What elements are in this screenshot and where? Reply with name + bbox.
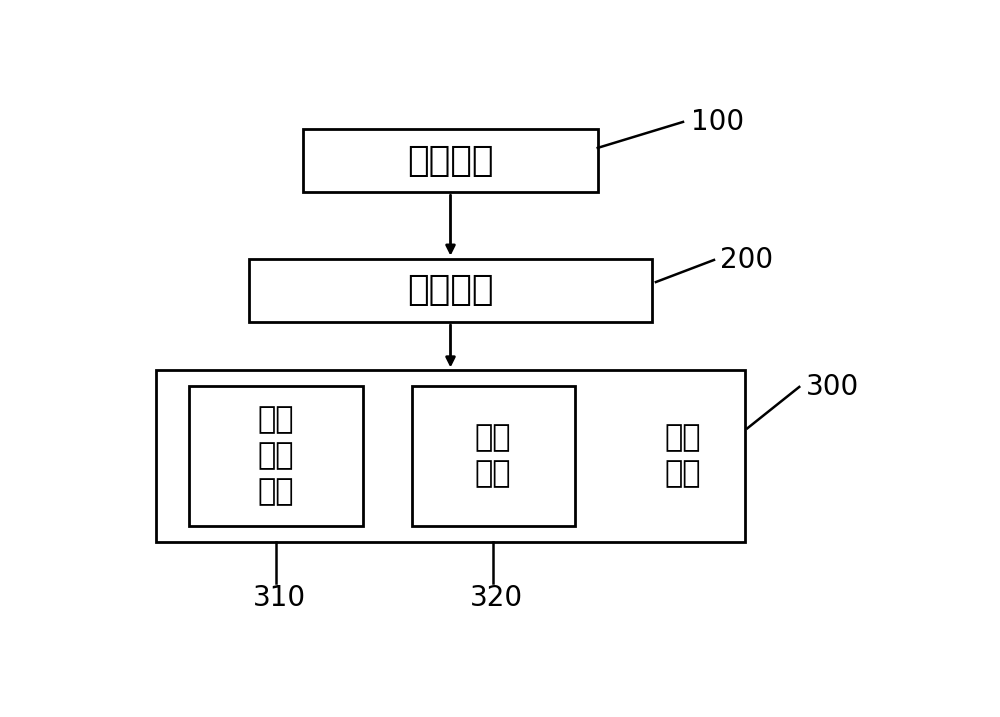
Bar [303,129,598,192]
Text: 模型
建立
单元: 模型 建立 单元 [258,406,294,506]
Text: 预测
单元: 预测 单元 [475,424,511,488]
Text: 300: 300 [805,373,859,401]
Text: 200: 200 [720,246,773,274]
Text: 320: 320 [470,584,523,612]
Bar [189,386,363,526]
Text: 100: 100 [691,108,744,136]
Text: 获取模块: 获取模块 [407,143,494,178]
Text: 识别模块: 识别模块 [407,273,494,308]
Text: 310: 310 [253,584,306,612]
Bar [249,259,652,322]
Bar [412,386,574,526]
Bar [156,371,745,541]
Text: 控制
模块: 控制 模块 [665,424,701,488]
